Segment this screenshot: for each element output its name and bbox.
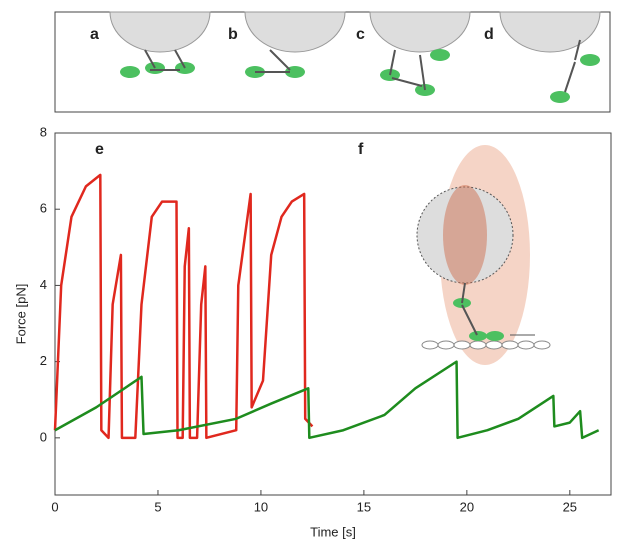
x-tick-label: 20	[460, 499, 474, 514]
y-tick-label: 0	[40, 429, 47, 444]
plot-frame	[54, 132, 612, 496]
panel-label: e	[95, 141, 104, 158]
x-tick-label: 0	[51, 499, 58, 514]
x-tick-label: 5	[154, 499, 161, 514]
x-axis-label: Time [s]	[310, 524, 356, 539]
trace	[54, 360, 600, 440]
x-tick-label: 25	[563, 499, 577, 514]
y-axis-label: Force [pN]	[13, 284, 28, 345]
panel-label: f	[358, 141, 364, 158]
panel-label: c	[356, 26, 365, 43]
y-tick-label: 6	[40, 201, 47, 216]
y-tick-label: 8	[40, 124, 47, 139]
y-tick-label: 4	[40, 277, 47, 292]
x-tick-label: 15	[357, 499, 371, 514]
panel-label: b	[228, 26, 238, 43]
panel-label: d	[484, 26, 494, 43]
y-tick-label: 2	[40, 353, 47, 368]
x-tick-label: 10	[254, 499, 268, 514]
trace	[53, 173, 314, 440]
illustrations	[109, 11, 601, 365]
panel-label: a	[90, 26, 99, 43]
